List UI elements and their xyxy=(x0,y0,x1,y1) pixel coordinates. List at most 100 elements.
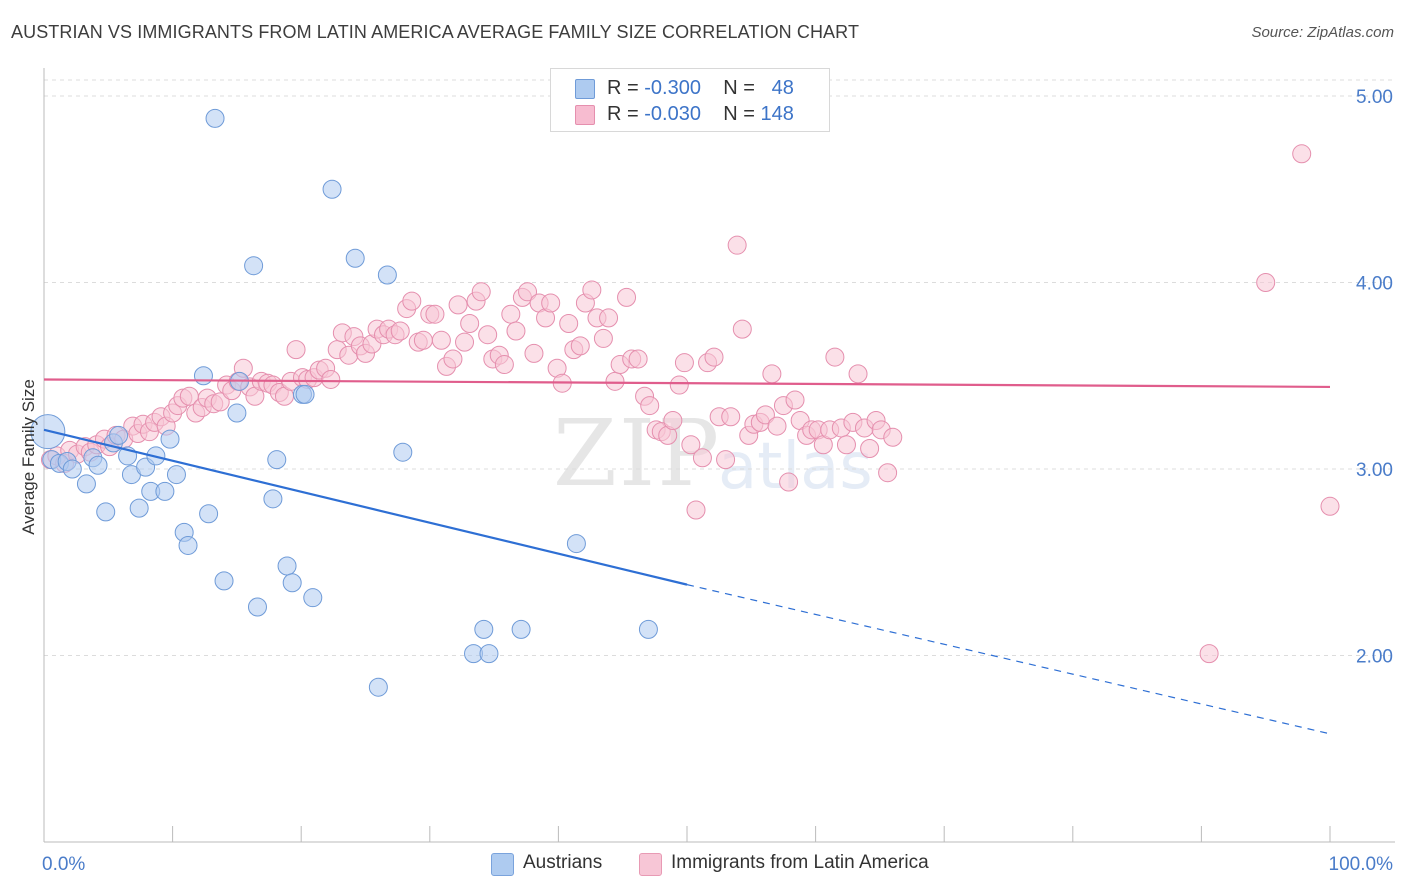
pink-point xyxy=(570,336,590,356)
pink-point xyxy=(425,304,445,324)
pink-point xyxy=(681,435,701,455)
pink-point xyxy=(1199,644,1219,664)
pink-point xyxy=(443,349,463,369)
correlation-legend: R = -0.300 N = 48 R = -0.030 N = 148 xyxy=(550,68,830,132)
pink-point xyxy=(785,390,805,410)
pink-point xyxy=(732,319,752,339)
pink-point xyxy=(762,364,782,384)
pink-point xyxy=(460,314,480,334)
y-tick-label: 4.00 xyxy=(1356,273,1393,294)
source-label: Source: ZipAtlas.com xyxy=(1251,24,1394,41)
pink-point xyxy=(605,371,625,391)
legend-r-value: -0.300 xyxy=(644,77,701,99)
pink-point xyxy=(471,282,491,302)
pink-point xyxy=(431,330,451,350)
pink-point xyxy=(286,340,306,360)
pink-point xyxy=(501,304,521,324)
pink-point xyxy=(825,347,845,367)
blue-point xyxy=(62,459,82,479)
pink-point xyxy=(1292,144,1312,164)
blue-point xyxy=(227,403,247,423)
legend-r-label: R = xyxy=(607,77,645,99)
pink-point xyxy=(779,472,799,492)
blue-point xyxy=(129,498,149,518)
legend-r-value: -0.030 xyxy=(644,103,701,125)
blue-point xyxy=(474,619,494,639)
blue-point xyxy=(193,366,213,386)
blue-point xyxy=(178,535,198,555)
blue-point xyxy=(345,248,365,268)
legend-row-text: R = -0.300 N = 48 xyxy=(607,77,794,100)
blue-point xyxy=(277,556,297,576)
pink-point xyxy=(860,438,880,458)
legend-n-label: N = xyxy=(723,77,761,99)
legend-swatch-immigrants xyxy=(639,853,662,876)
x-tick-label: 100.0% xyxy=(1329,854,1394,875)
pink-point xyxy=(494,355,514,375)
legend-swatch-immigrants xyxy=(575,105,595,125)
blue-point xyxy=(109,425,129,445)
pink-point xyxy=(836,435,856,455)
blue-point xyxy=(267,450,287,470)
pink-series xyxy=(40,144,1340,664)
pink-point xyxy=(448,295,468,315)
legend-n-label: N = xyxy=(723,103,761,125)
blue-point xyxy=(88,455,108,475)
blue-point xyxy=(322,179,342,199)
blue-point xyxy=(76,474,96,494)
pink-point xyxy=(1320,496,1340,516)
legend-swatch-austrians xyxy=(491,853,514,876)
pink-point xyxy=(617,287,637,307)
blue-point xyxy=(638,619,658,639)
pink-point xyxy=(663,410,683,430)
pink-point xyxy=(599,308,619,328)
blue-point xyxy=(214,571,234,591)
y-tick-label: 2.00 xyxy=(1356,646,1393,667)
blue-point xyxy=(479,644,499,664)
blue-point xyxy=(368,677,388,697)
blue-point xyxy=(205,108,225,128)
blue-point xyxy=(247,597,267,617)
pink-point xyxy=(686,500,706,520)
pink-point xyxy=(669,375,689,395)
y-axis-label: Average Family Size xyxy=(19,379,38,535)
y-tick-label: 3.00 xyxy=(1356,460,1393,481)
trendline-austrians-extrapolated xyxy=(686,584,1331,735)
pink-point xyxy=(478,325,498,345)
pink-point xyxy=(767,416,787,436)
blue-point xyxy=(244,256,264,276)
pink-point xyxy=(716,450,736,470)
pink-point xyxy=(848,364,868,384)
pink-point xyxy=(640,396,660,416)
pink-point xyxy=(390,321,410,341)
pink-point xyxy=(593,328,613,348)
blue-point xyxy=(377,265,397,285)
pink-point xyxy=(582,280,602,300)
pink-point xyxy=(721,407,741,427)
pink-point xyxy=(210,392,230,412)
pink-point xyxy=(524,343,544,363)
legend-n-value: 148 xyxy=(760,103,794,125)
legend-label-austrians: Austrians xyxy=(523,852,603,873)
pink-point xyxy=(727,235,747,255)
trendline-austrians xyxy=(43,428,688,586)
trendline-immigrants xyxy=(43,378,1331,389)
blue-point xyxy=(263,489,283,509)
pink-point xyxy=(506,321,526,341)
blue-point xyxy=(282,573,302,593)
blue-series xyxy=(30,108,658,697)
legend-n-value: 48 xyxy=(771,77,794,99)
blue-point xyxy=(199,504,219,524)
pink-point xyxy=(674,353,694,373)
pink-point xyxy=(628,349,648,369)
pink-point xyxy=(402,291,422,311)
blue-point xyxy=(566,534,586,554)
pink-point xyxy=(704,347,724,367)
chart-title: AUSTRIAN VS IMMIGRANTS FROM LATIN AMERIC… xyxy=(11,22,860,42)
blue-point xyxy=(303,588,323,608)
blue-point xyxy=(155,481,175,501)
legend-r-label: R = xyxy=(607,103,645,125)
x-tick-label: 0.0% xyxy=(42,854,85,875)
pink-point xyxy=(321,369,341,389)
